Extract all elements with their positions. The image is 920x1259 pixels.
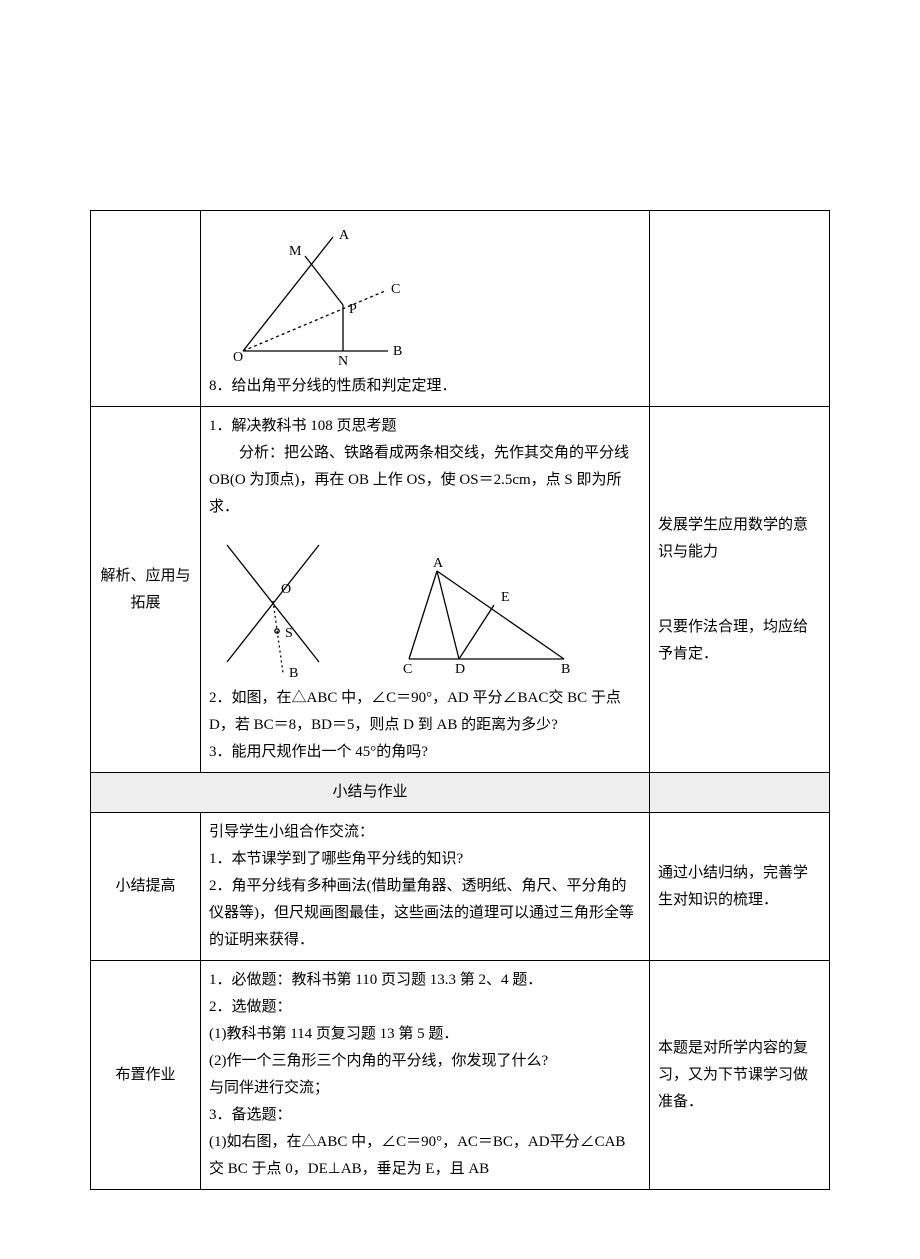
row4-p6: 3．备选题： <box>209 1102 641 1129</box>
figure-angle-bisector-1: O N B M A P C <box>213 221 641 371</box>
row3-p1: 引导学生小组合作交流： <box>209 819 641 846</box>
svg-text:A: A <box>433 557 444 571</box>
section-header-right <box>650 773 830 813</box>
row4-p7: (1)如右图，在△ABC 中，∠C＝90°，AC＝BC，AD平分∠CAB 交 B… <box>209 1129 641 1183</box>
row3-left: 小结提高 <box>91 813 201 961</box>
svg-text:E: E <box>501 590 510 605</box>
svg-text:N: N <box>338 354 348 369</box>
row1-body: O N B M A P C 8．给出角平分线的性质和判定定理． <box>201 211 650 407</box>
figure-intersecting-lines: O S B <box>209 527 359 677</box>
table-row: O N B M A P C 8．给出角平分线的性质和判定定理． <box>91 211 830 407</box>
row3-p2: 1．本节课学到了哪些角平分线的知识? <box>209 846 641 873</box>
svg-text:O: O <box>233 350 243 365</box>
row2-right: 发展学生应用数学的意识与能力 只要作法合理，均应给予肯定． <box>650 407 830 773</box>
row2-right-p1: 发展学生应用数学的意识与能力 <box>658 512 821 566</box>
row4-p3: (1)教科书第 114 页复习题 13 第 5 题． <box>209 1021 641 1048</box>
figure-right-triangle: A C D B E <box>389 557 579 677</box>
svg-text:B: B <box>289 666 298 677</box>
svg-text:B: B <box>561 662 570 677</box>
table-row: 布置作业 1．必做题：教科书第 110 页习题 13.3 第 2、4 题． 2．… <box>91 961 830 1190</box>
row2-left: 解析、应用与拓展 <box>91 407 201 773</box>
row2-p1: 1．解决教科书 108 页思考题 <box>209 413 641 440</box>
row1-right <box>650 211 830 407</box>
row4-p2: 2．选做题： <box>209 994 641 1021</box>
svg-text:S: S <box>285 626 293 641</box>
row3-p3: 2．角平分线有多种画法(借助量角器、透明纸、角尺、平分角的仪器等)，但尺规画图最… <box>209 873 641 954</box>
figure-row: O S B A C D B E <box>209 527 641 677</box>
row2-p4: 3．能用尺规作出一个 45°的角吗? <box>209 739 641 766</box>
row4-p5: 与同伴进行交流； <box>209 1075 641 1102</box>
svg-text:M: M <box>289 244 302 259</box>
row4-right: 本题是对所学内容的复习，又为下节课学习做准备． <box>650 961 830 1190</box>
svg-text:C: C <box>403 662 412 677</box>
lesson-table: O N B M A P C 8．给出角平分线的性质和判定定理． 解析、应用与拓展 1．解决教… <box>90 210 830 1190</box>
row2-body: 1．解决教科书 108 页思考题 分析：把公路、铁路看成两条相交线，先作其交角的… <box>201 407 650 773</box>
page: O N B M A P C 8．给出角平分线的性质和判定定理． 解析、应用与拓展 1．解决教… <box>0 0 920 1259</box>
row4-p1: 1．必做题：教科书第 110 页习题 13.3 第 2、4 题． <box>209 967 641 994</box>
row1-line8: 8．给出角平分线的性质和判定定理． <box>209 373 641 400</box>
row2-p2: 分析：把公路、铁路看成两条相交线，先作其交角的平分线 OB(O 为顶点)，再在 … <box>209 440 641 521</box>
svg-text:P: P <box>349 302 357 317</box>
row4-left: 布置作业 <box>91 961 201 1190</box>
table-row-section: 小结与作业 <box>91 773 830 813</box>
row1-left <box>91 211 201 407</box>
row2-right-p2: 只要作法合理，均应给予肯定． <box>658 614 821 668</box>
row2-p3: 2．如图，在△ABC 中，∠C＝90°，AD 平分∠BAC交 BC 于点 D，若… <box>209 685 641 739</box>
svg-text:O: O <box>281 582 291 597</box>
row4-p4: (2)作一个三角形三个内角的平分线，你发现了什么? <box>209 1048 641 1075</box>
section-header: 小结与作业 <box>91 773 650 813</box>
svg-text:A: A <box>339 228 350 243</box>
row3-right: 通过小结归纳，完善学生对知识的梳理． <box>650 813 830 961</box>
table-row: 解析、应用与拓展 1．解决教科书 108 页思考题 分析：把公路、铁路看成两条相… <box>91 407 830 773</box>
svg-text:D: D <box>455 662 465 677</box>
svg-text:B: B <box>393 344 402 359</box>
row3-body: 引导学生小组合作交流： 1．本节课学到了哪些角平分线的知识? 2．角平分线有多种… <box>201 813 650 961</box>
svg-text:C: C <box>391 282 400 297</box>
row4-body: 1．必做题：教科书第 110 页习题 13.3 第 2、4 题． 2．选做题： … <box>201 961 650 1190</box>
table-row: 小结提高 引导学生小组合作交流： 1．本节课学到了哪些角平分线的知识? 2．角平… <box>91 813 830 961</box>
